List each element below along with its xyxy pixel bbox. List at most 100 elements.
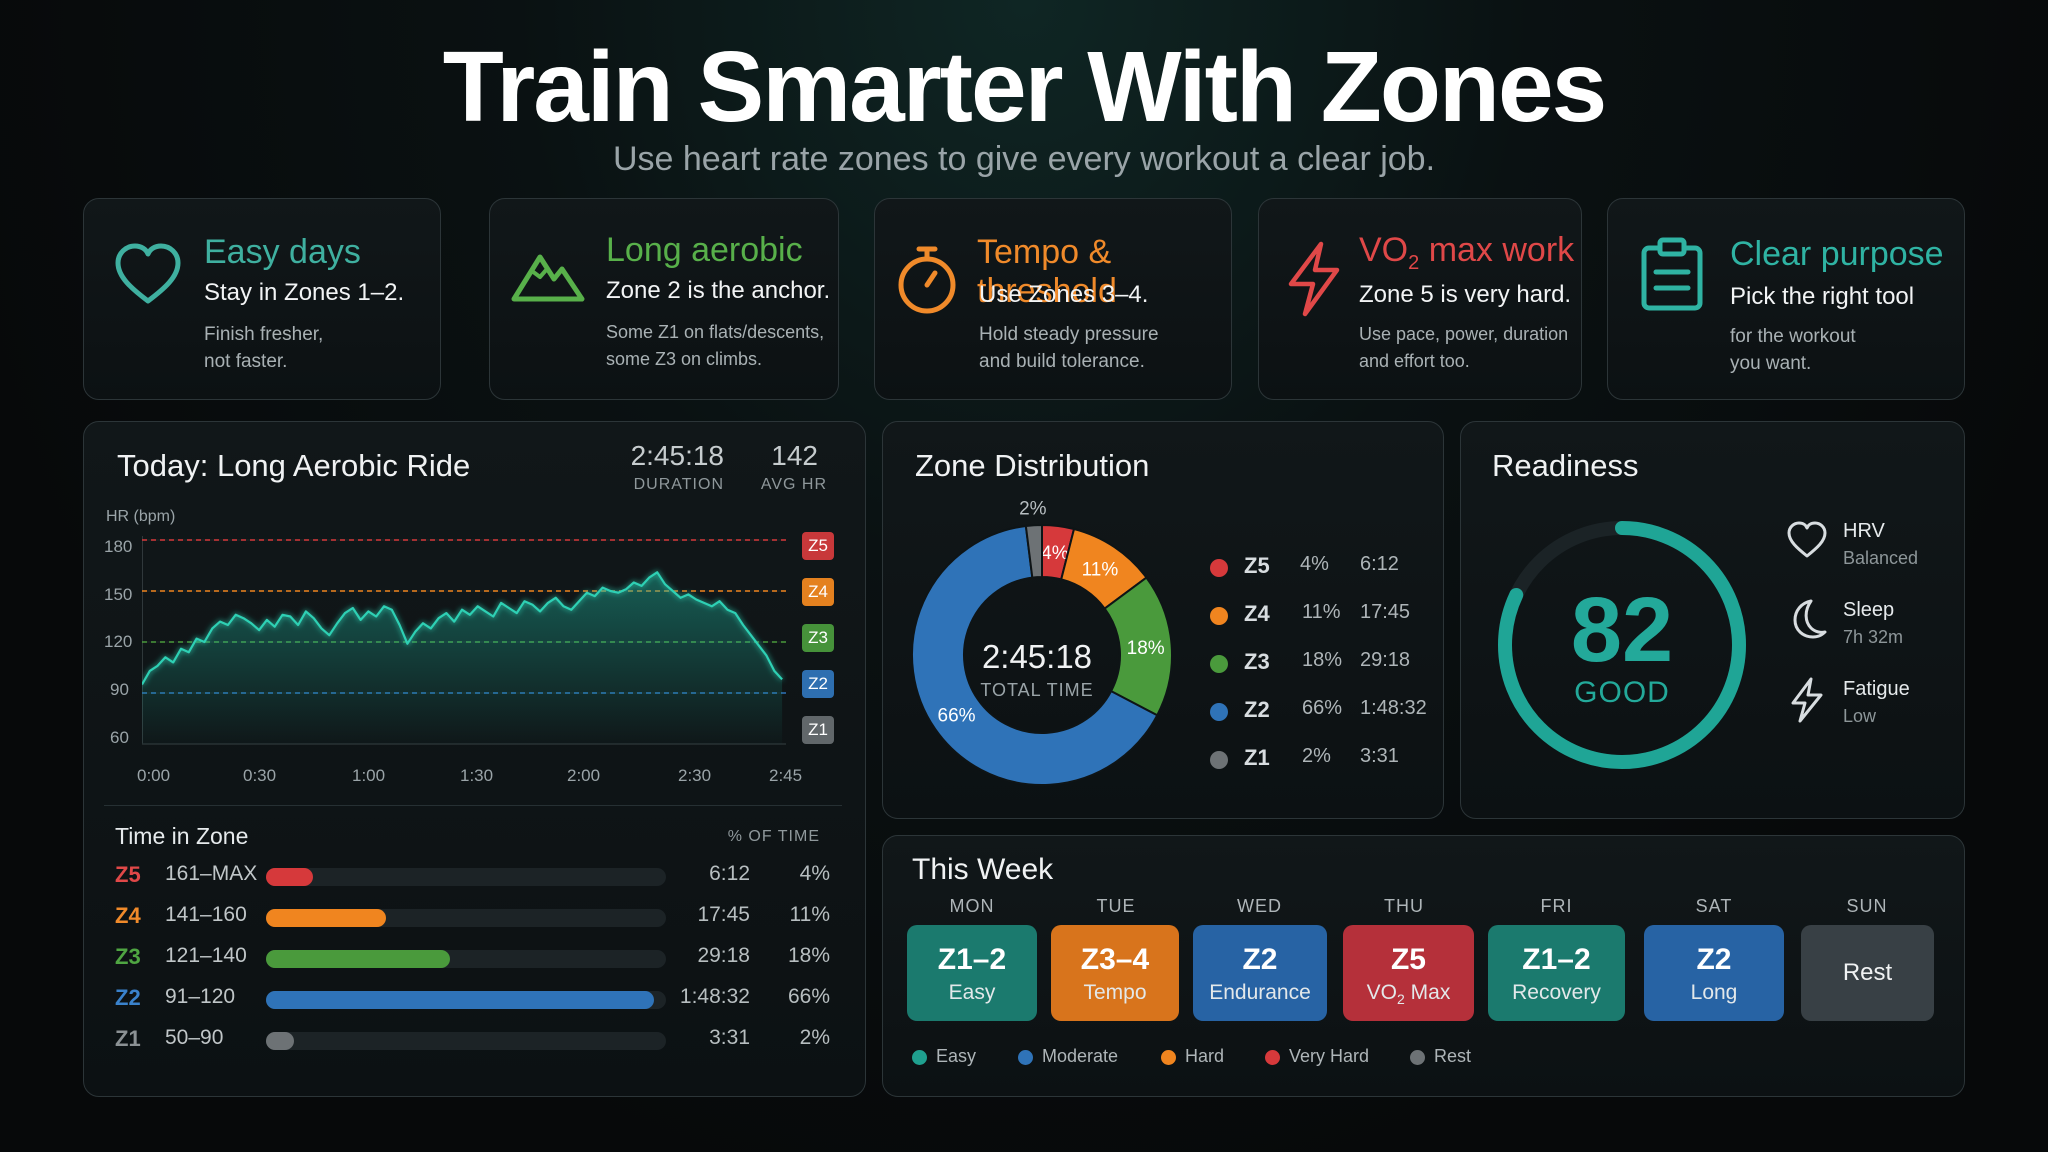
time-in-zone-title: Time in Zone [115,823,249,849]
x-tick: 2:30 [678,766,712,785]
day-tile-wed[interactable]: Z2 Endurance [1193,925,1327,1021]
donut-label-z4: 11% [1082,560,1119,581]
feature-body: Use pace, power, duration and effort too. [1359,324,1569,371]
zone-tag-z2: Z2 [802,670,834,698]
legend-row-z5: Z5 4% 6:12 [1210,553,1410,583]
divider [104,805,842,806]
feature-headline: Stay in Zones 1–2. [204,279,405,306]
zone-tag-z1: Z1 [802,716,834,744]
x-tick: 2:45 [769,766,803,785]
pct-of-time-header: % OF TIME [727,828,820,845]
feature-body: Hold steady pressure and build tolerance. [979,324,1159,372]
zone-bar-fill [266,868,313,886]
today-panel [83,421,866,1097]
feature-title: VO2 max work [1359,231,1575,274]
legend-dot [1210,751,1228,769]
heart-icon [115,243,181,304]
page-subtitle: Use heart rate zones to give every worko… [612,140,1436,178]
day-tile-tue[interactable]: Z3–4 Tempo [1051,925,1179,1021]
time-in-zone-row-z4: Z4 141–160 17:45 11% [115,903,830,928]
zone-bar-fill [266,909,386,927]
x-tick: 0:00 [137,766,171,785]
x-tick: 2:00 [567,766,601,785]
day-label-tue: TUE [1096,896,1136,916]
clipboard-icon [1641,237,1703,311]
hr-line [142,571,783,686]
readiness-title: Readiness [1492,448,1639,483]
zone-tag-z5: Z5 [802,532,834,560]
day-tile-thu[interactable]: Z5 VO2 Max [1343,925,1474,1021]
donut-slice-z1 [1024,523,1043,579]
time-in-zone-row-z2: Z2 91–120 1:48:32 66% [115,985,830,1010]
feature-body: Some Z1 on flats/descents, some Z3 on cli… [606,322,825,369]
day-label-mon: MON [949,896,995,916]
this-week-title: This Week [912,853,1054,886]
donut-label-z5: 4% [1041,543,1069,564]
today-title: Today: Long Aerobic Ride [117,448,471,483]
feature-title: Clear purpose [1730,235,1944,273]
feature-headline: Zone 5 is very hard. [1359,281,1572,308]
feature-body: Finish fresher, not faster. [204,324,324,372]
mountain-icon [511,254,585,302]
feature-title: Tempo & threshold [977,233,1117,310]
donut-label-z1: 2% [1019,498,1047,519]
zone-bar-track [266,909,666,927]
zone-distribution-title: Zone Distribution [915,448,1150,483]
y-tick: 120 [104,632,133,651]
readiness-score: 82 [1570,579,1674,681]
legend-dot [1210,559,1228,577]
avg-hr-label: AVG HR [760,476,827,493]
feature-body: for the workout you want. [1730,326,1856,374]
zone-bar-track [266,1032,666,1050]
donut-label-z2: 66% [938,705,976,726]
avg-hr-value: 142 [771,440,818,471]
stopwatch-icon [898,246,956,314]
donut-center-value: 2:45:18 [981,638,1093,675]
day-tile-mon[interactable]: Z1–2 Easy [907,925,1037,1021]
readiness-panel [1460,421,1965,819]
duration-label: DURATION [633,476,724,493]
legend-dot [1210,655,1228,673]
y-tick: 90 [110,680,129,699]
donut-label-z3: 18% [1127,638,1165,659]
y-tick: 180 [104,537,133,556]
duration-value: 2:45:18 [630,440,724,471]
readiness-ring [1498,521,1746,769]
lightning-outline-icon [1791,677,1823,723]
time-in-zone-row-z3: Z3 121–140 29:18 18% [115,944,830,969]
y-axis-label: HR (bpm) [106,508,176,525]
legend-row-z4: Z4 11% 17:45 [1210,601,1410,631]
zone-bar-fill [266,1032,294,1050]
zone-bar-fill [266,950,450,968]
feature-headline: Zone 2 is the anchor. [606,277,831,304]
time-in-zone-row-z5: Z5 161–MAX 6:12 4% [115,862,830,887]
lightning-icon [1288,241,1340,317]
feature-card-easy-days: Easy days Stay in Zones 1–2. Finish fres… [83,198,441,400]
zone-donut-chart: 4% 11% 18% 66% 2% [911,498,1173,786]
feature-headline: Use Zones 3–4. [979,281,1149,308]
legend-row-z1: Z1 2% 3:31 [1210,745,1410,775]
legend-row-z2: Z2 66% 1:48:32 [1210,697,1427,727]
moon-icon [1793,599,1827,639]
feature-title: Easy days [204,233,361,271]
x-tick: 1:00 [352,766,386,785]
legend-dot [1210,703,1228,721]
day-label-thu: THU [1384,896,1424,916]
day-label-fri: FRI [1540,896,1573,916]
zone-bar-track [266,950,666,968]
y-tick: 150 [104,585,133,604]
day-tile-fri[interactable]: Z1–2 Recovery [1488,925,1625,1021]
day-tile-sun[interactable]: Rest [1801,925,1934,1021]
zone-tag-z3: Z3 [802,624,834,652]
donut-center-label: TOTAL TIME [980,680,1094,700]
zone-bar-fill [266,991,654,1009]
day-tile-sat[interactable]: Z2 Long [1644,925,1784,1021]
heart-outline-icon [1787,521,1827,558]
donut-slice-z2 [911,524,1159,786]
legend-dot [1210,607,1228,625]
hr-area [142,572,783,744]
x-tick: 1:30 [460,766,494,785]
x-tick: 0:30 [243,766,277,785]
zone-tag-z4: Z4 [802,578,834,606]
day-label-sat: SAT [1695,896,1733,916]
